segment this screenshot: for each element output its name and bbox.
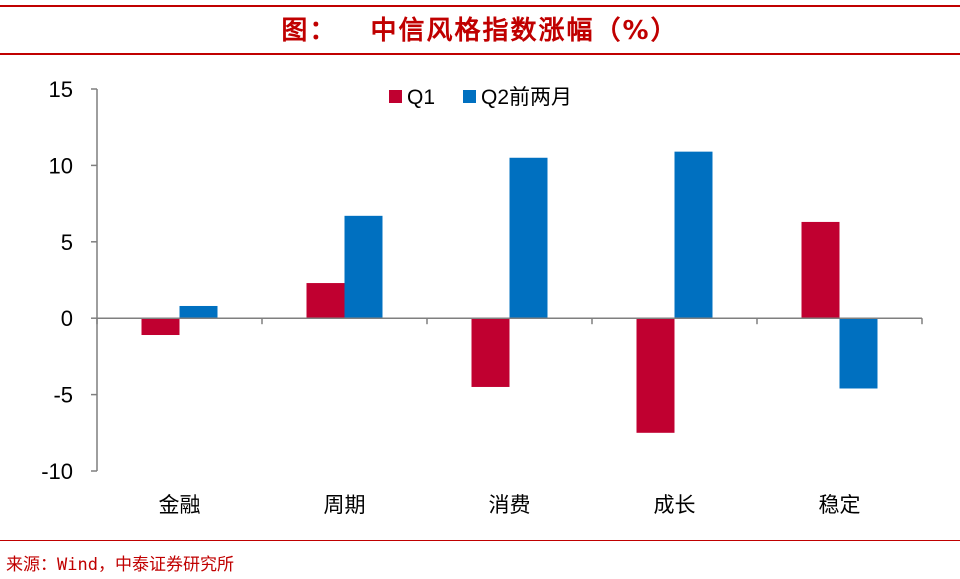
x-category-label: 周期 [324,493,366,517]
x-category-label: 消费 [489,493,531,517]
page-title: 图： 中信风格指数涨幅（%） [281,16,679,46]
y-tick-label: -10 [41,459,73,484]
header-top-rule [0,5,960,7]
bar-q1-3 [636,318,675,433]
bar-q2-0 [179,305,218,319]
legend-swatch-q2 [463,90,476,103]
y-tick-label: -5 [53,383,73,408]
bar-q1-4 [801,221,840,319]
source-note: 来源：Wind，中泰证券研究所 [6,555,234,575]
y-tick-label: 5 [61,230,73,255]
header-bottom-rule [0,53,960,55]
legend: Q1 Q2前两月 [389,86,572,109]
y-tick-label: 0 [61,306,73,331]
bar-q1-0 [141,318,180,336]
y-tick-label: 10 [49,153,73,178]
x-axis: 金融 周期 消费 成长 稳定 [96,317,923,517]
bar-q1-1 [306,283,345,319]
legend-label-q1: Q1 [407,86,435,109]
x-category-label: 金融 [159,493,201,517]
legend-label-q2: Q2前两月 [481,86,572,109]
bar-chart: 15 10 5 0 -5 -10 金融 周期 消费 成长 稳定 Q1 Q2前两月 [41,77,923,517]
bar-q1-2 [471,318,510,387]
legend-swatch-q1 [389,90,402,103]
bar-q2-2 [509,157,548,319]
x-category-label: 成长 [654,493,696,517]
footer-rule [0,540,960,541]
y-tick-label: 15 [49,77,73,102]
bar-q2-1 [344,215,383,319]
bar-q2-4 [839,318,878,389]
y-axis: 15 10 5 0 -5 -10 [41,77,98,484]
bars [141,151,878,433]
x-category-label: 稳定 [819,493,861,517]
bar-q2-3 [674,151,713,319]
